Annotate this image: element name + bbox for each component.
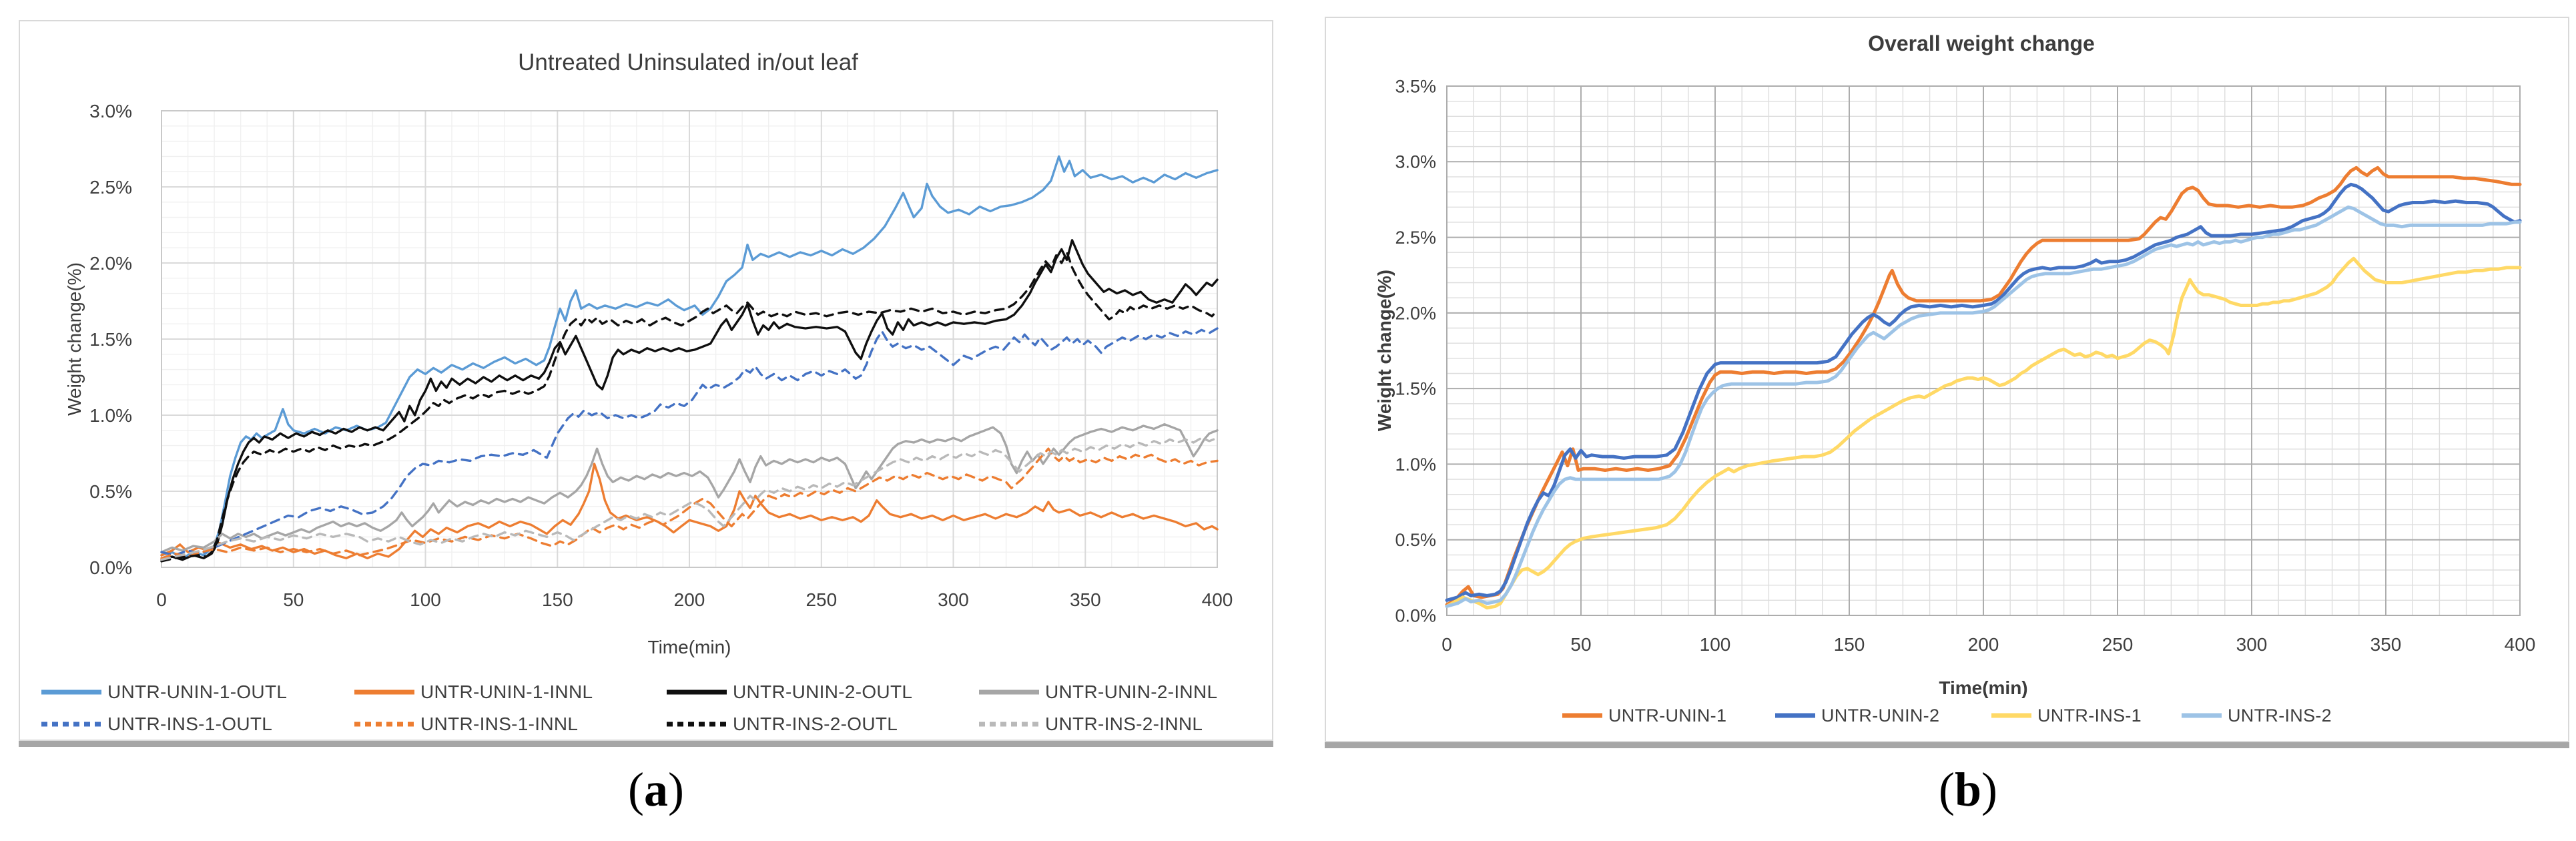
x-tick-label: 150: [542, 589, 573, 610]
series-UNTR-UNIN-2-INNL: [160, 423, 1219, 553]
panel-a-shadow: [19, 741, 1273, 747]
x-tick-label: 400: [2505, 634, 2536, 655]
y-tick-label: 1.0%: [1395, 455, 1436, 475]
legend-label-UNTR-INS-1-INNL: UNTR-INS-1-INNL: [420, 714, 579, 734]
y-tick-label: 2.5%: [89, 177, 132, 198]
series-UNTR-UNIN-1-OUTL: [160, 155, 1219, 559]
legend-item-UNTR-UNIN-2-INNL: UNTR-UNIN-2-INNL: [979, 681, 1217, 704]
x-tick-label: 350: [1070, 589, 1101, 610]
y-tick-label: 0.5%: [1395, 530, 1436, 550]
legend-item-UNTR-INS-1: UNTR-INS-1: [1991, 704, 2142, 727]
chart-b-y-axis-title: Weight change(%): [1374, 269, 1395, 432]
y-tick-label: 3.0%: [89, 101, 132, 121]
x-tick-label: 150: [1834, 634, 1865, 655]
legend-label-UNTR-UNIN-2-OUTL: UNTR-UNIN-2-OUTL: [733, 681, 913, 702]
legend-label-UNTR-UNIN-1: UNTR-UNIN-1: [1608, 705, 1727, 726]
x-tick-label: 200: [1968, 634, 1999, 655]
legend-swatch-UNTR-INS-1-OUTL: [41, 722, 101, 727]
series-UNTR-INS-2-OUTL: [160, 251, 1219, 563]
legend-swatch-UNTR-UNIN-2-INNL: [979, 689, 1039, 695]
x-tick-label: 100: [1700, 634, 1731, 655]
y-tick-label: 1.0%: [89, 405, 132, 426]
series-UNTR-INS-2: [1445, 205, 2522, 608]
subfigure-caption-a: (a): [628, 763, 684, 816]
chart-a-title: Untreated Uninsulated in/out leaf: [518, 49, 858, 75]
legend-item-UNTR-UNIN-2: UNTR-UNIN-2: [1775, 704, 1939, 727]
legend-item-UNTR-UNIN-1: UNTR-UNIN-1: [1562, 704, 1726, 727]
x-tick-label: 400: [1202, 589, 1233, 610]
x-tick-label: 50: [283, 589, 304, 610]
legend-swatch-UNTR-UNIN-1: [1562, 713, 1602, 718]
legend-label-UNTR-INS-2-INNL: UNTR-INS-2-INNL: [1045, 714, 1203, 734]
chart-b-title: Overall weight change: [1868, 31, 2095, 55]
legend-label-UNTR-UNIN-2: UNTR-UNIN-2: [1821, 705, 1940, 726]
chart-panel-b: Overall weight change 0.0% 0.5% 1.0% 1.5% 2.…: [1325, 17, 2569, 742]
series-UNTR-UNIN-2: [1445, 182, 2522, 602]
y-tick-label: 0.5%: [89, 481, 132, 502]
legend-item-UNTR-INS-1-INNL: UNTR-INS-1-INNL: [354, 713, 578, 736]
chart-b-x-axis-title: Time(min): [1939, 677, 2028, 698]
legend-item-UNTR-INS-2-INNL: UNTR-INS-2-INNL: [979, 713, 1203, 736]
legend-label-UNTR-UNIN-1-OUTL: UNTR-UNIN-1-OUTL: [107, 681, 288, 702]
legend-swatch-UNTR-INS-1: [1991, 713, 2031, 718]
legend-label-UNTR-UNIN-2-INNL: UNTR-UNIN-2-INNL: [1045, 681, 1218, 702]
legend-item-UNTR-INS-1-OUTL: UNTR-INS-1-OUTL: [41, 713, 272, 736]
chart-a-y-axis-title: Weight change(%): [64, 262, 85, 416]
subfigure-caption-b: (b): [1938, 763, 1998, 816]
series-UNTR-UNIN-2-OUTL: [160, 239, 1219, 561]
y-tick-label: 3.5%: [1395, 76, 1436, 96]
series-UNTR-INS-1: [1445, 256, 2522, 610]
x-tick-label: 50: [1570, 634, 1591, 655]
panel-b-shadow: [1325, 742, 2569, 748]
legend-label-UNTR-INS-2: UNTR-INS-2: [2228, 705, 2332, 726]
x-tick-label: 0: [156, 589, 167, 610]
legend-swatch-UNTR-UNIN-1-INNL: [354, 689, 414, 695]
legend-swatch-UNTR-UNIN-1-OUTL: [41, 689, 101, 695]
series-UNTR-UNIN-1: [1445, 166, 2522, 607]
legend-item-UNTR-UNIN-2-OUTL: UNTR-UNIN-2-OUTL: [667, 681, 912, 704]
x-tick-label: 350: [2370, 634, 2402, 655]
legend-swatch-UNTR-UNIN-2: [1775, 713, 1815, 718]
chart-b-plot: 0.0% 0.5% 1.0% 1.5% 2.0% 2.5% 3.0% 3.5% 0 50 100 15…: [1395, 76, 2536, 655]
major-gridlines: [1446, 85, 2521, 616]
legend-label-UNTR-INS-1-OUTL: UNTR-INS-1-OUTL: [107, 714, 273, 734]
y-tick-label: 0.0%: [1395, 605, 1436, 625]
plot-border: [1446, 85, 2521, 616]
y-tick-label: 2.0%: [89, 253, 132, 274]
legend-label-UNTR-INS-1: UNTR-INS-1: [2037, 705, 2142, 726]
legend-item-UNTR-INS-2: UNTR-INS-2: [2182, 704, 2332, 727]
legend-item-UNTR-INS-2-OUTL: UNTR-INS-2-OUTL: [667, 713, 898, 736]
legend-swatch-UNTR-INS-2-OUTL: [667, 722, 727, 727]
legend-item-UNTR-UNIN-1-OUTL: UNTR-UNIN-1-OUTL: [41, 681, 287, 704]
legend-swatch-UNTR-INS-1-INNL: [354, 722, 414, 727]
x-tick-label: 0: [1441, 634, 1452, 655]
legend-swatch-UNTR-UNIN-2-OUTL: [667, 689, 727, 695]
chart-a-x-axis-title: Time(min): [647, 637, 731, 657]
x-tick-label: 100: [410, 589, 441, 610]
x-tick-label: 300: [2236, 634, 2268, 655]
chart-panel-a: Untreated Uninsulated in/out leaf 0.0% 0.…: [19, 20, 1273, 741]
chart-a-plot: 0.0% 0.5% 1.0% 1.5% 2.0% 2.5% 3.0% 0 50 100 150 200…: [89, 101, 1233, 610]
legend-item-UNTR-UNIN-1-INNL: UNTR-UNIN-1-INNL: [354, 681, 593, 704]
x-tick-label: 250: [806, 589, 837, 610]
y-tick-label: 0.0%: [89, 557, 132, 578]
legend-swatch-UNTR-INS-2: [2182, 713, 2222, 718]
plot-border: [161, 110, 1218, 568]
legend-label-UNTR-INS-2-OUTL: UNTR-INS-2-OUTL: [733, 714, 898, 734]
x-tick-label: 200: [674, 589, 705, 610]
series-UNTR-INS-2-INNL: [160, 437, 1219, 561]
series-UNTR-INS-1-OUTL: [160, 327, 1219, 557]
y-tick-label: 1.5%: [1395, 379, 1436, 399]
y-tick-label: 3.0%: [1395, 152, 1436, 172]
y-tick-label: 2.5%: [1395, 228, 1436, 248]
y-tick-label: 2.0%: [1395, 303, 1436, 323]
x-tick-label: 300: [938, 589, 969, 610]
legend-swatch-UNTR-INS-2-INNL: [979, 722, 1039, 727]
x-tick-label: 250: [2102, 634, 2134, 655]
y-tick-label: 1.5%: [89, 329, 132, 350]
legend-label-UNTR-UNIN-1-INNL: UNTR-UNIN-1-INNL: [420, 681, 593, 702]
